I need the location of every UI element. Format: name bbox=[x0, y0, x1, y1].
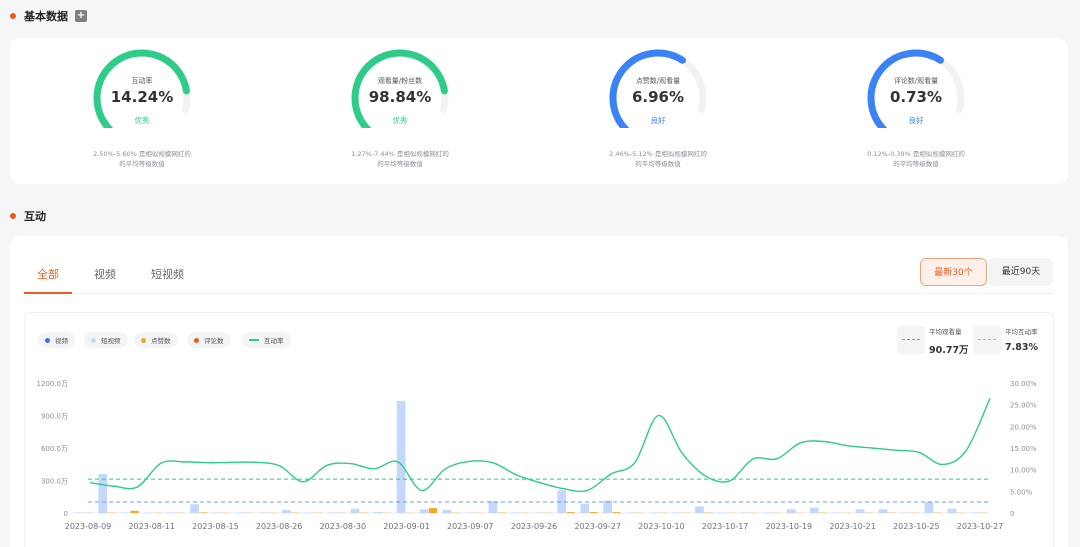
interaction-card: 全部 视频 短视频 最新30个 最近90天 视频 短视频 点赞数 评论数 互动率… bbox=[10, 236, 1068, 547]
gauge-comments-views: 评论数/观看量 0.73% 良好 0.12%-0.39% 是相似规模网红的 的平… bbox=[784, 38, 1048, 184]
tab-active-indicator bbox=[24, 292, 72, 294]
gauge-desc: 2.46%-5.12% 是相似规模网红的 的平均等级数值 bbox=[526, 149, 790, 169]
dashed-line-icon bbox=[978, 339, 996, 340]
gauge-label: 评论数/观看量 bbox=[893, 77, 939, 85]
tab-divider bbox=[24, 293, 1054, 294]
chart-container bbox=[24, 312, 1054, 547]
legend-video[interactable]: 视频 bbox=[38, 332, 75, 348]
legend-dot bbox=[141, 337, 146, 343]
legend-line bbox=[249, 339, 259, 341]
range-recent-90-days-button[interactable]: 最近90天 bbox=[989, 258, 1053, 286]
tab-short-video[interactable]: 短视频 bbox=[151, 268, 184, 281]
gauge-interaction-rate: 互动率 14.24% 优秀 2.50%-5.60% 是相似规模网红的 的平均等级… bbox=[10, 38, 274, 184]
basic-data-card: 互动率 14.24% 优秀 2.50%-5.60% 是相似规模网红的 的平均等级… bbox=[10, 38, 1068, 184]
gauge-fill bbox=[867, 49, 945, 128]
section-dot bbox=[10, 213, 16, 219]
section-interaction-title: 互动 bbox=[24, 210, 46, 223]
export-icon[interactable]: + bbox=[75, 10, 87, 22]
gauge-value: 0.73% bbox=[889, 88, 943, 106]
gauge-arc bbox=[351, 49, 449, 128]
gauge-desc-line1: 2.46%-5.12% 是相似规模网红的 bbox=[609, 150, 707, 158]
gauge-desc-line2: 的平均等级数值 bbox=[635, 160, 681, 168]
legend-label: 视频 bbox=[55, 337, 68, 345]
gauge-likes-views: 点赞数/观看量 6.96% 良好 2.46%-5.12% 是相似规模网红的 的平… bbox=[526, 38, 790, 184]
legend-label: 短视频 bbox=[101, 337, 121, 345]
gauge-label: 互动率 bbox=[131, 77, 153, 85]
gauge-desc-line2: 的平均等级数值 bbox=[893, 160, 939, 168]
avg-views-swatch bbox=[897, 326, 925, 354]
gauge-level: 优秀 bbox=[134, 116, 150, 125]
legend-dot bbox=[91, 337, 96, 343]
avg-views-value: 90.77万 bbox=[929, 345, 969, 356]
legend-dot bbox=[45, 337, 50, 343]
gauge-level: 良好 bbox=[650, 116, 666, 125]
gauge-value: 6.96% bbox=[631, 88, 685, 106]
gauge-label: 观看量/粉丝数 bbox=[377, 77, 423, 85]
avg-rate-value: 7.83% bbox=[1005, 342, 1038, 353]
section-interaction-header: 互动 bbox=[10, 208, 46, 224]
gauge-views-followers: 观看量/粉丝数 98.84% 优秀 1.27%-7.44% 是相似规模网红的 的… bbox=[268, 38, 532, 184]
gauge-desc-line2: 的平均等级数值 bbox=[119, 160, 165, 168]
gauge-label: 点赞数/观看量 bbox=[635, 77, 681, 85]
avg-rate-swatch bbox=[973, 326, 1001, 354]
legend-comments[interactable]: 评论数 bbox=[187, 332, 231, 348]
gauge-arc bbox=[867, 49, 965, 128]
legend-interaction-rate[interactable]: 互动率 bbox=[242, 332, 291, 348]
gauge-desc: 2.50%-5.60% 是相似规模网红的 的平均等级数值 bbox=[10, 149, 274, 169]
section-basic-title: 基本数据 bbox=[24, 10, 68, 23]
gauge-desc-line1: 0.12%-0.39% 是相似规模网红的 bbox=[867, 150, 965, 158]
tab-all[interactable]: 全部 bbox=[37, 268, 59, 281]
gauge-value: 14.24% bbox=[110, 88, 174, 106]
legend-label: 点赞数 bbox=[151, 337, 171, 345]
range-latest-30-button[interactable]: 最新30个 bbox=[920, 258, 987, 286]
legend-label: 评论数 bbox=[204, 337, 224, 345]
section-dot bbox=[10, 13, 16, 19]
gauge-arc bbox=[93, 49, 191, 128]
gauge-desc-line1: 2.50%-5.60% 是相似规模网红的 bbox=[93, 150, 191, 158]
gauge-arc bbox=[609, 49, 707, 128]
avg-views-label: 平均观看量 bbox=[929, 328, 962, 336]
gauge-desc: 1.27%-7.44% 是相似规模网红的 的平均等级数值 bbox=[268, 149, 532, 169]
gauge-desc-line1: 1.27%-7.44% 是相似规模网红的 bbox=[351, 150, 449, 158]
gauge-fill bbox=[93, 49, 190, 128]
gauge-fill bbox=[609, 49, 687, 128]
gauge-desc-line2: 的平均等级数值 bbox=[377, 160, 423, 168]
dashed-line-icon bbox=[902, 339, 920, 340]
avg-rate-label: 平均互动率 bbox=[1005, 328, 1038, 336]
legend-label: 互动率 bbox=[264, 337, 284, 345]
legend-likes[interactable]: 点赞数 bbox=[134, 332, 178, 348]
gauge-desc: 0.12%-0.39% 是相似规模网红的 的平均等级数值 bbox=[784, 149, 1048, 169]
gauge-level: 良好 bbox=[908, 116, 924, 125]
legend-dot bbox=[194, 337, 199, 343]
gauge-fill bbox=[351, 49, 448, 128]
gauge-value: 98.84% bbox=[368, 88, 432, 106]
gauge-level: 优秀 bbox=[392, 116, 408, 125]
section-basic-header: 基本数据 + bbox=[10, 8, 87, 24]
tab-video[interactable]: 视频 bbox=[94, 268, 116, 281]
legend-short-video[interactable]: 短视频 bbox=[84, 332, 128, 348]
